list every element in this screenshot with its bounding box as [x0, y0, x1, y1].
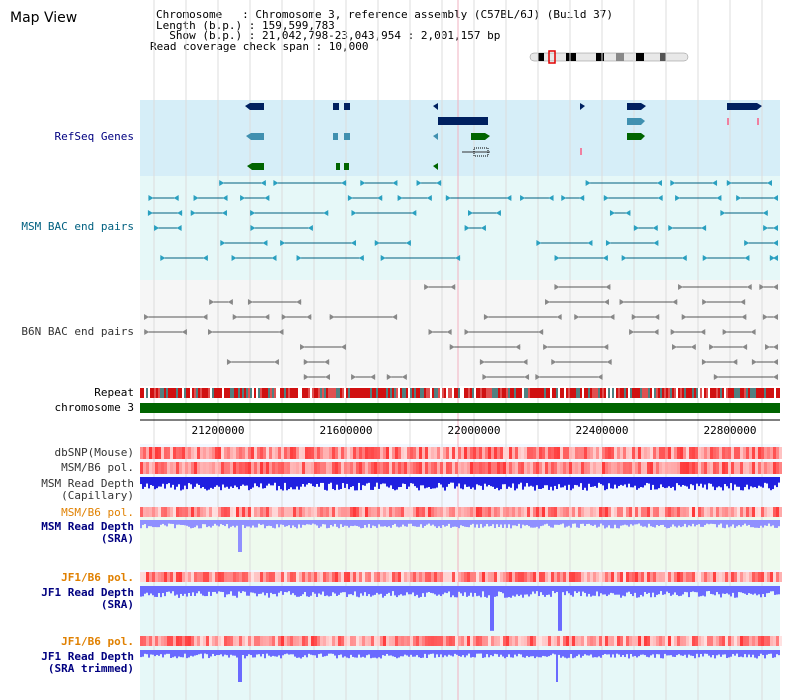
- tick-label: 22400000: [576, 424, 629, 437]
- b6n-bac-pairs[interactable]: [144, 284, 778, 380]
- msm-sra-bg: [140, 510, 780, 570]
- track-label-msm-bac[interactable]: MSM BAC end pairs: [21, 220, 134, 233]
- track-label-jf1-depth-sra: JF1 Read Depth (SRA): [41, 586, 134, 611]
- polymorphism-heatmaps: [140, 447, 782, 646]
- track-label-dbsnp: dbSNP(Mouse): [54, 446, 134, 459]
- track-label-b6n-bac[interactable]: B6N BAC end pairs: [21, 325, 134, 338]
- length-info: Length (b.p.) : 159,599,783: [156, 18, 335, 32]
- b6n-bac-track-bg: [140, 280, 780, 386]
- repeat-track: [140, 388, 780, 398]
- track-label-jf1-depth-trimmed: JF1 Read Depth (SRA trimmed): [41, 650, 134, 675]
- tick-label: 21200000: [192, 424, 245, 437]
- coverage-info: Read coverage check span : 10,000: [150, 39, 369, 53]
- track-label-repeat: Repeat: [94, 386, 134, 399]
- msm-bac-pairs[interactable]: [147, 180, 778, 261]
- track-label-refseq[interactable]: RefSeq Genes: [54, 130, 134, 143]
- refseq-genes[interactable]: [245, 103, 762, 170]
- track-label-msm-depth-sra: MSM Read Depth (SRA): [41, 520, 134, 545]
- track-label-msm-depth-capillary: MSM Read Depth (Capillary): [41, 477, 134, 502]
- read-depth-histograms: [140, 477, 780, 682]
- track-label-msm-b6-pol-2: MSM/B6 pol.: [61, 506, 134, 519]
- refseq-track-bg: [140, 100, 780, 176]
- chromosome-bar: [140, 403, 780, 413]
- track-label-jf1-b6-pol: JF1/B6 pol.: [61, 571, 134, 584]
- track-label-msm-b6-pol: MSM/B6 pol.: [61, 461, 134, 474]
- show-range-info: Show (b.p.) : 21,042,798-23,043,954 : 2,…: [156, 29, 501, 42]
- tick-label: 21600000: [320, 424, 373, 437]
- tick-label: 22000000: [448, 424, 501, 437]
- page-title: Map View: [10, 10, 78, 26]
- grid-lines: [153, 0, 763, 700]
- position-axis: 21200000 21600000 22000000 22400000 2280…: [140, 419, 780, 437]
- track-label-jf1-b6-pol-2: JF1/B6 pol.: [61, 635, 134, 648]
- track-label-chromosome: chromosome 3: [54, 401, 134, 414]
- chromosome-ideogram[interactable]: [529, 50, 689, 64]
- tick-label: 22800000: [704, 424, 757, 437]
